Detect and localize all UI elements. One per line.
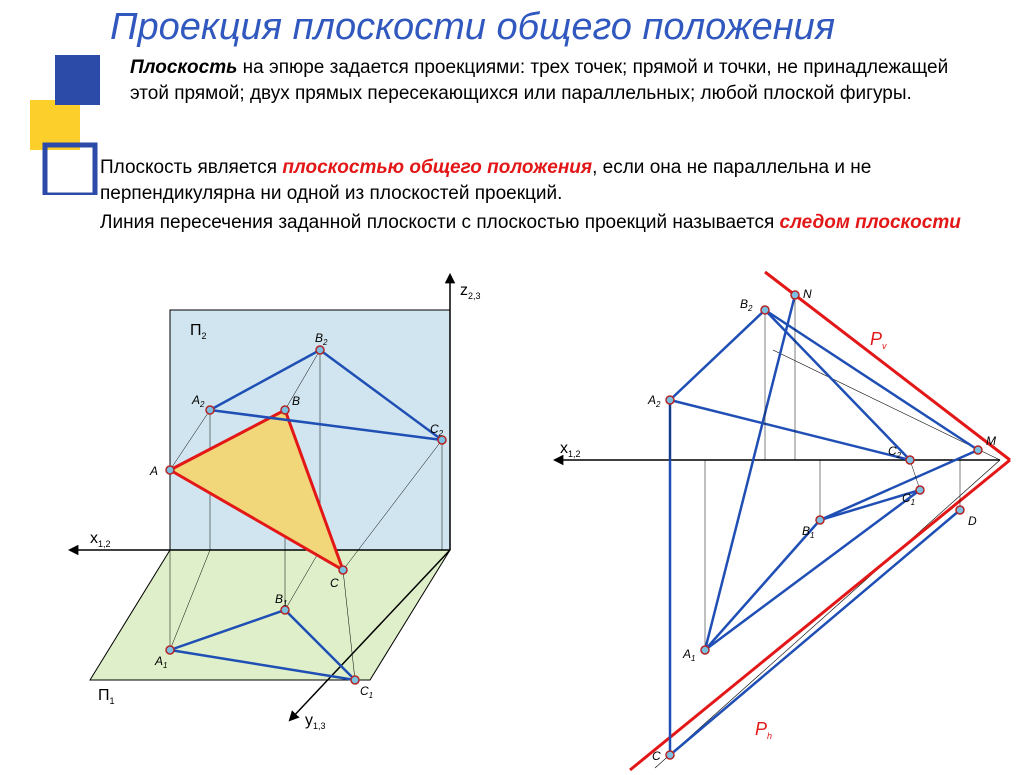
label-x: x1,2 [90, 530, 111, 549]
svg-text:A2: A2 [647, 393, 661, 409]
para-3: Линия пересечения заданной плоскости с п… [100, 210, 980, 236]
term-trace: следом плоскости [780, 212, 961, 233]
svg-text:D: D [968, 514, 977, 528]
label-x: x1,2 [560, 440, 581, 459]
para-1: Плоскость на эпюре задается проекциями: … [130, 55, 960, 106]
term-ploskost: Плоскость [130, 57, 237, 78]
para-2: Плоскость является плоскостью общего пол… [100, 155, 1000, 206]
label-ph: Ph [755, 719, 772, 741]
svg-text:B2: B2 [740, 297, 753, 313]
label-pv: Pv [870, 329, 887, 351]
svg-text:C1: C1 [360, 684, 373, 700]
svg-text:B1: B1 [802, 524, 814, 540]
diagram-epure-traces: x1,2 Pv Ph N B2 A2 M C2 C1 D B1 A1 C [540, 280, 1020, 775]
slide-title: Проекция плоскости общего положения [110, 6, 835, 49]
svg-text:C2: C2 [888, 444, 902, 460]
svg-text:C1: C1 [902, 491, 915, 507]
label-pi1: П1 [98, 687, 115, 706]
label-y: y1,3 [305, 712, 326, 731]
slide-logo [30, 55, 100, 200]
diagram-3d-projection: z2,3 x1,2 y1,3 П2 П1 A B C A2 B2 C2 A1 B… [60, 280, 530, 765]
term-general-plane: плоскостью общего положения [282, 157, 592, 178]
svg-text:M: M [986, 434, 996, 448]
points-right [666, 291, 982, 759]
linkers [670, 295, 960, 650]
svg-text:A: A [149, 464, 158, 478]
svg-text:A1: A1 [682, 647, 695, 663]
label-z: z2,3 [460, 282, 481, 301]
svg-text:C: C [330, 576, 339, 590]
svg-text:N: N [803, 287, 812, 301]
svg-text:B: B [292, 394, 300, 408]
svg-text:C: C [652, 749, 661, 763]
